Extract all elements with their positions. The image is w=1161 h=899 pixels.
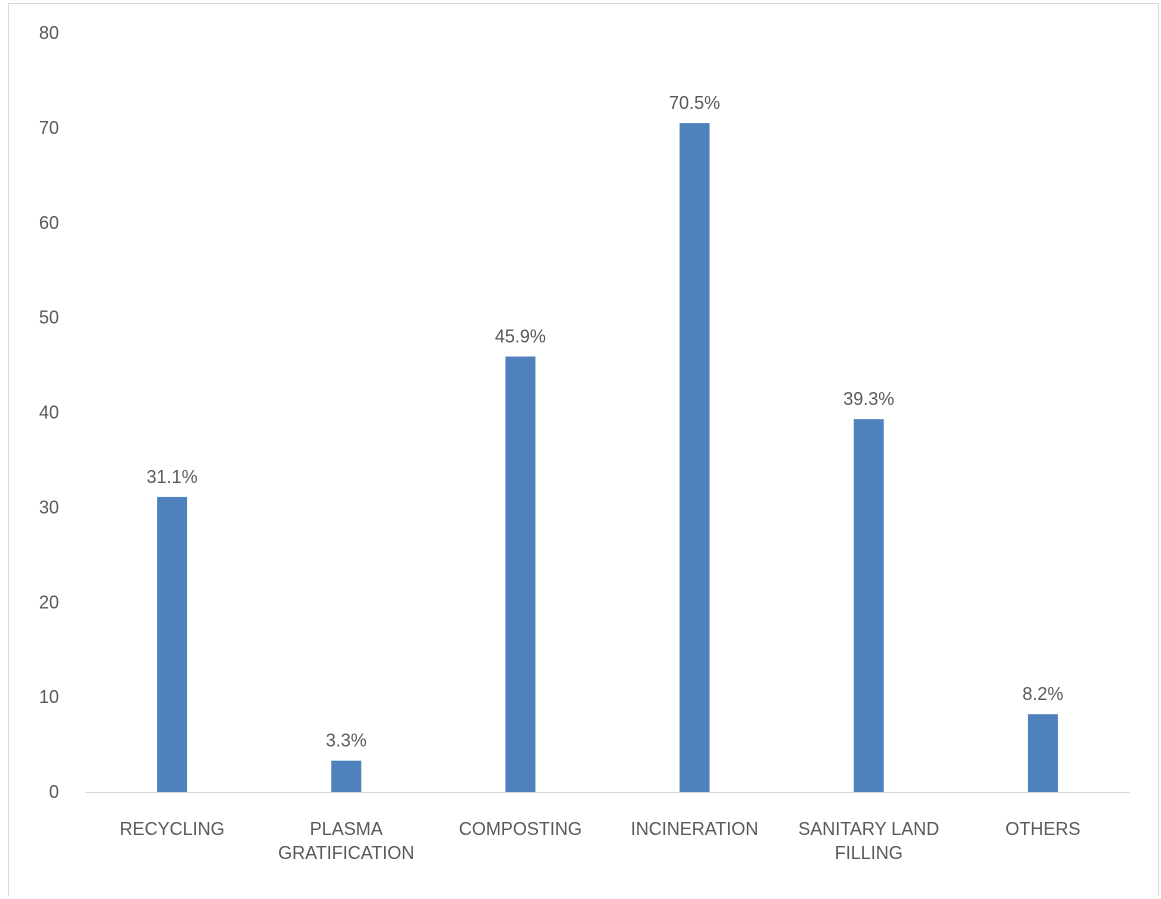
y-tick-label: 80 — [39, 23, 59, 43]
bar — [505, 356, 536, 792]
category-label: INCINERATION — [631, 819, 759, 839]
category-label: PLASMA — [310, 819, 383, 839]
bar — [679, 123, 710, 793]
y-tick-label: 70 — [39, 118, 59, 138]
data-label: 31.1% — [147, 467, 198, 487]
bar — [157, 496, 188, 792]
category-label: GRATIFICATION — [278, 843, 414, 863]
data-label: 3.3% — [326, 731, 367, 751]
y-tick-label: 60 — [39, 213, 59, 233]
data-label: 39.3% — [843, 389, 894, 409]
bar — [1027, 714, 1058, 792]
data-labels-group: 31.1% 3.3% 45.9% 70.5% 39.3% 8.2% — [147, 93, 1064, 751]
data-label: 70.5% — [669, 93, 720, 113]
bar — [331, 760, 362, 792]
bar-chart: 0 10 20 30 40 50 60 70 80 31.1% 3.3% 45.9% 70.5% 39.… — [39, 23, 1130, 863]
y-axis-ticks: 0 10 20 30 40 50 60 70 80 — [39, 23, 59, 802]
category-label: RECYCLING — [120, 819, 225, 839]
category-label: COMPOSTING — [459, 819, 582, 839]
y-tick-label: 50 — [39, 308, 59, 328]
bar — [853, 419, 884, 792]
y-tick-label: 30 — [39, 497, 59, 517]
category-label: OTHERS — [1005, 819, 1080, 839]
y-tick-label: 0 — [49, 782, 59, 802]
y-tick-label: 20 — [39, 592, 59, 612]
data-label: 45.9% — [495, 327, 546, 347]
bars-group — [157, 123, 1058, 793]
category-label: SANITARY LAND — [798, 819, 939, 839]
category-label: FILLING — [835, 843, 903, 863]
data-label: 8.2% — [1022, 684, 1063, 704]
y-tick-label: 10 — [39, 687, 59, 707]
chart-area: 0 10 20 30 40 50 60 70 80 31.1% 3.3% 45.9% 70.5% 39.… — [8, 3, 1159, 896]
category-labels-group: RECYCLING PLASMA GRATIFICATION COMPOSTING IN… — [120, 819, 1081, 863]
y-tick-label: 40 — [39, 403, 59, 423]
